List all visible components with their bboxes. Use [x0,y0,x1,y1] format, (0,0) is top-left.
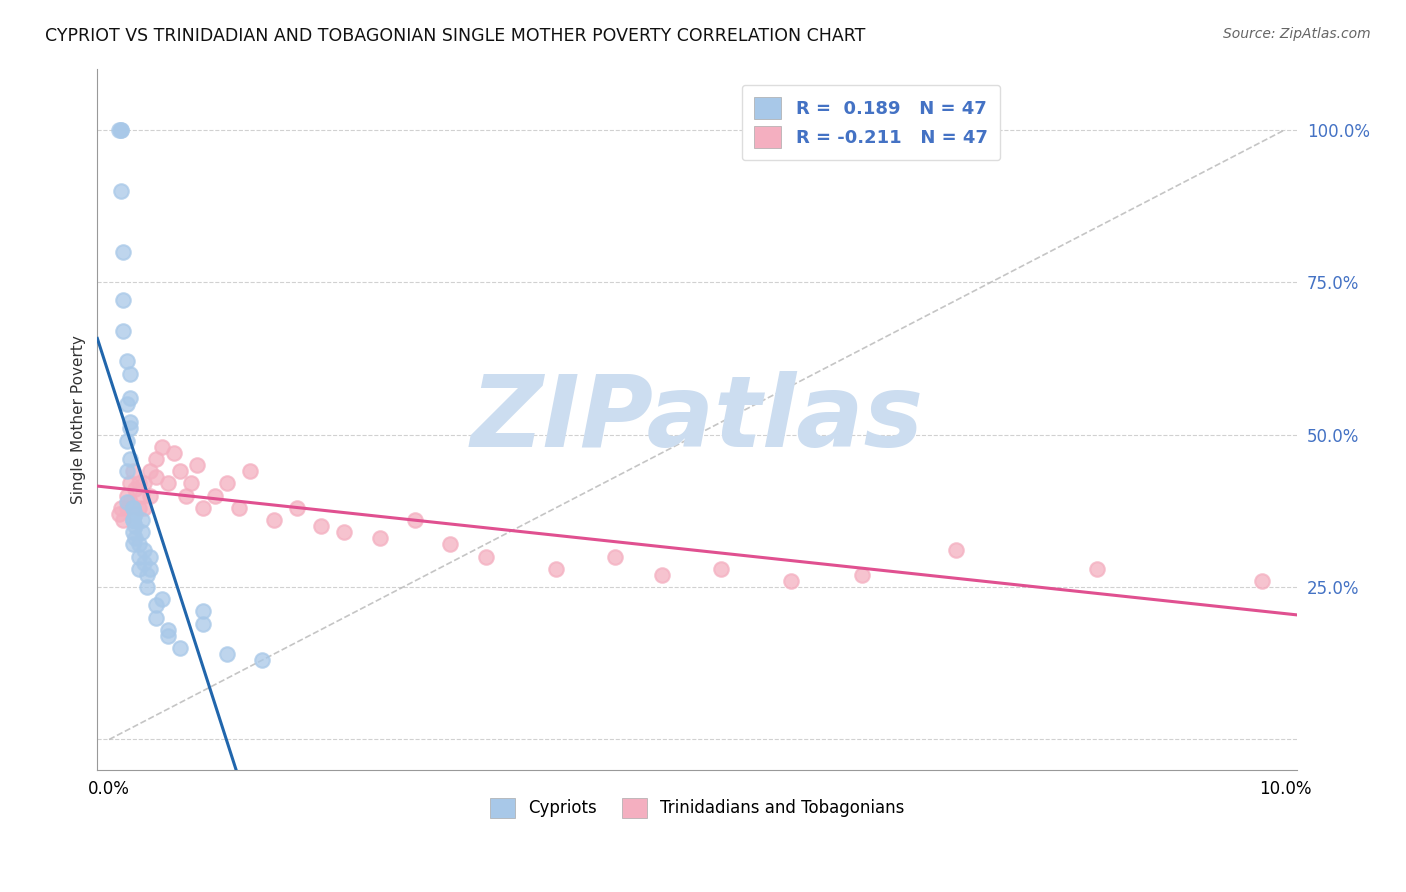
Point [163,446,186,460]
Point [193,616,215,631]
Point [112,324,135,338]
Point [156,623,179,637]
Point [603,549,626,564]
Point [263,513,285,527]
Point [112,244,135,259]
Point [124,483,146,497]
Point [121,513,143,527]
Point [156,629,179,643]
Point [115,494,138,508]
Point [121,500,143,515]
Point [110,184,132,198]
Point [112,293,135,308]
Point [120,476,142,491]
Point [174,489,197,503]
Point [215,647,238,661]
Point [124,531,146,545]
Point [150,440,173,454]
Point [228,500,250,515]
Point [115,500,138,515]
Point [285,500,308,515]
Point [710,562,733,576]
Point [193,500,215,515]
Point [120,451,142,466]
Point [169,464,191,478]
Point [239,464,262,478]
Point [120,391,142,405]
Point [121,464,143,478]
Point [110,122,132,136]
Point [186,458,208,472]
Point [107,122,129,136]
Point [945,543,967,558]
Point [1085,562,1108,576]
Text: Source: ZipAtlas.com: Source: ZipAtlas.com [1223,27,1371,41]
Point [131,489,153,503]
Point [124,519,146,533]
Point [145,599,167,613]
Point [120,494,142,508]
Point [193,604,215,618]
Point [368,531,391,545]
Point [851,567,873,582]
Point [145,451,167,466]
Point [135,580,157,594]
Point [121,513,143,527]
Point [128,537,150,551]
Point [120,367,142,381]
Y-axis label: Single Mother Poverty: Single Mother Poverty [72,334,86,504]
Point [651,567,673,582]
Point [134,476,156,491]
Point [474,549,496,564]
Point [333,525,356,540]
Point [110,122,132,136]
Point [135,567,157,582]
Point [1251,574,1274,588]
Point [145,470,167,484]
Point [139,489,162,503]
Text: CYPRIOT VS TRINIDADIAN AND TOBAGONIAN SINGLE MOTHER POVERTY CORRELATION CHART: CYPRIOT VS TRINIDADIAN AND TOBAGONIAN SI… [45,27,865,45]
Point [780,574,803,588]
Point [128,500,150,515]
Point [120,415,142,429]
Point [139,549,162,564]
Point [169,640,191,655]
Point [121,525,143,540]
Point [156,476,179,491]
Point [134,500,156,515]
Point [110,500,132,515]
Text: ZIPatlas: ZIPatlas [471,371,924,467]
Point [115,354,138,368]
Point [115,489,138,503]
Point [439,537,461,551]
Point [115,434,138,448]
Point [134,556,156,570]
Point [215,476,238,491]
Point [121,500,143,515]
Point [250,653,273,667]
Point [112,513,135,527]
Point [309,519,332,533]
Point [128,562,150,576]
Point [145,610,167,624]
Point [115,397,138,411]
Point [107,507,129,521]
Point [121,537,143,551]
Point [131,525,153,540]
Point [546,562,568,576]
Point [115,464,138,478]
Point [180,476,202,491]
Point [134,543,156,558]
Point [131,513,153,527]
Point [150,592,173,607]
Point [128,549,150,564]
Point [124,507,146,521]
Point [204,489,226,503]
Point [128,476,150,491]
Point [120,421,142,435]
Legend: Cypriots, Trinidadians and Tobagonians: Cypriots, Trinidadians and Tobagonians [484,791,911,825]
Point [139,562,162,576]
Point [139,464,162,478]
Point [404,513,426,527]
